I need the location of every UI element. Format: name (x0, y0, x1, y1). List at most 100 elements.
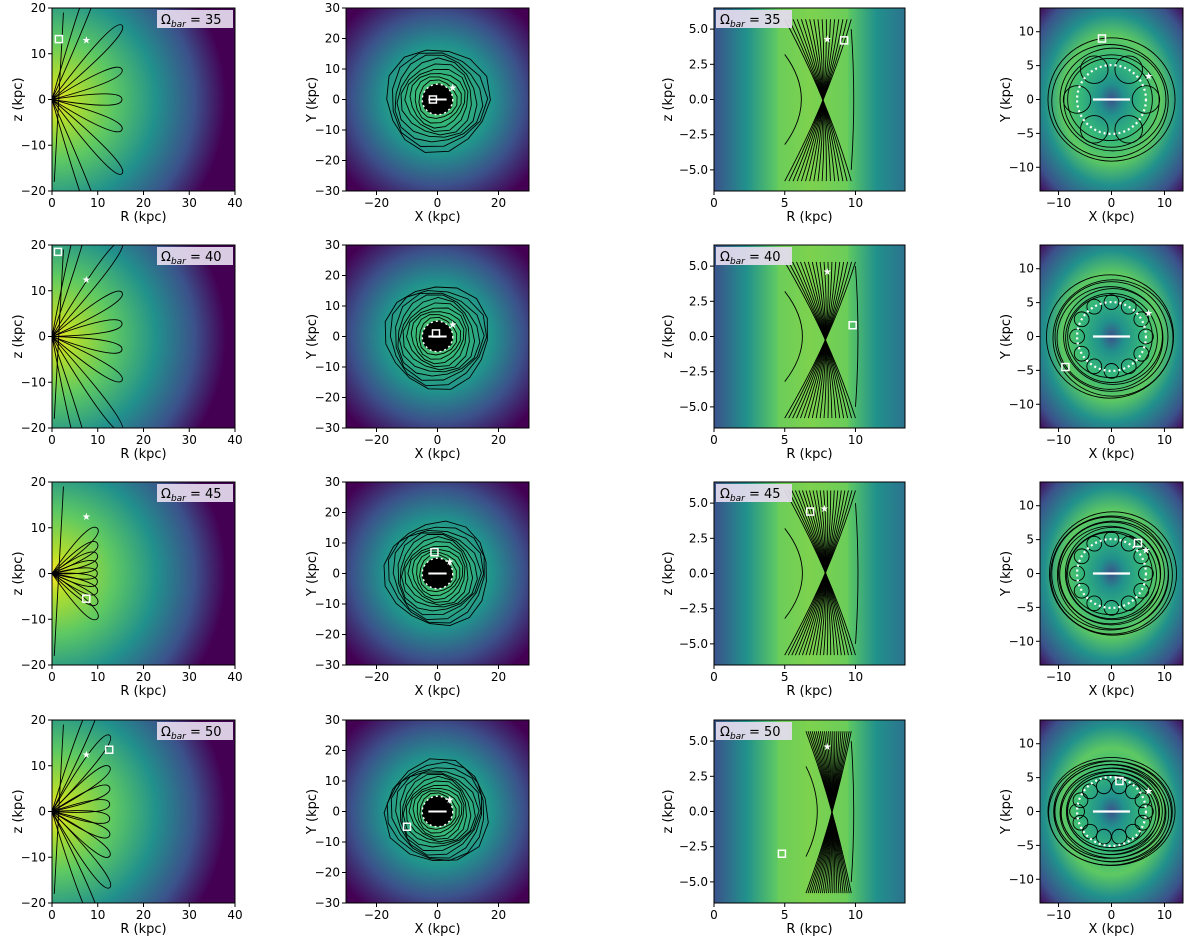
density-heatmap (714, 720, 905, 903)
x-tick-label: 0 (48, 433, 56, 447)
density-heatmap (52, 8, 235, 191)
omega-label: Ωbar = 40 (720, 250, 781, 267)
omega-symbol: Ω (161, 487, 171, 502)
end-marker-square (54, 34, 64, 44)
x-tick-label: 30 (182, 670, 197, 684)
x-axis-label: X (kpc) (1088, 684, 1134, 699)
y-tick-label: −10 (1009, 160, 1034, 174)
y-axis-label: z (kpc) (661, 789, 676, 833)
omega-label-box (716, 484, 792, 502)
y-tick-label: 0.0 (689, 805, 708, 819)
y-tick-label: 20 (31, 1, 46, 15)
start-marker-star: ★ (823, 34, 832, 45)
x-axis-label: X (kpc) (414, 922, 460, 937)
omega-symbol: Ω (720, 487, 730, 502)
y-tick-label: −5.0 (679, 163, 708, 177)
omega-value: = 35 (745, 13, 781, 28)
y-tick-label: −20 (21, 896, 46, 910)
orbit (386, 49, 491, 153)
start-marker-star: ★ (1144, 308, 1153, 319)
omega-value: = 40 (186, 250, 222, 265)
y-tick-label: 30 (325, 475, 340, 489)
end-marker-square (402, 822, 412, 831)
y-tick-label: −30 (315, 421, 340, 435)
plot-area: ★ (386, 49, 491, 153)
y-tick-label: 20 (325, 32, 340, 46)
y-tick-label: 30 (325, 1, 340, 15)
x-axis-label: R (kpc) (786, 684, 832, 699)
omega-symbol: Ω (161, 250, 171, 265)
y-tick-label: −10 (21, 375, 46, 389)
x-tick-label: 10 (1157, 196, 1172, 210)
x-axis-label: R (kpc) (786, 922, 832, 937)
y-tick-label: 2.5 (689, 57, 708, 71)
x-tick-label: 10 (90, 670, 105, 684)
x-tick-label: 0 (1108, 908, 1116, 922)
x-tick-label: 0 (1108, 433, 1116, 447)
y-tick-label: −5.0 (679, 400, 708, 414)
y-tick-label: 0 (332, 93, 340, 107)
y-tick-label: 10 (1019, 499, 1034, 513)
y-tick-label: 0 (332, 567, 340, 581)
y-tick-label: −2.5 (679, 602, 708, 616)
y-axis-label: z (kpc) (11, 789, 26, 833)
y-tick-label: 0 (38, 805, 46, 819)
x-tick-label: 40 (227, 433, 242, 447)
y-tick-label: −5 (1016, 838, 1034, 852)
omega-label: Ωbar = 35 (161, 13, 222, 30)
omega-label: Ωbar = 50 (720, 725, 781, 742)
omega-subscript: bar (730, 20, 746, 30)
x-axis-label: X (kpc) (414, 447, 460, 462)
omega-symbol: Ω (720, 725, 730, 740)
panel-face-on-50: ★ −20 0 20 −30 −20 −10 0 10 20 30 X (kpc) Y (kpc) (305, 713, 530, 937)
y-tick-label: 10 (31, 521, 46, 535)
omega-label-box (157, 247, 233, 265)
y-tick-label: 0 (38, 93, 46, 107)
omega-subscript: bar (171, 20, 187, 30)
y-tick-label: −10 (315, 597, 340, 611)
y-tick-label: 5 (1026, 59, 1034, 73)
y-tick-label: 20 (325, 744, 340, 758)
y-axis-label: z (kpc) (11, 551, 26, 595)
plot-area: ★ (1048, 511, 1178, 636)
x-tick-label: 20 (136, 196, 151, 210)
end-marker-square (805, 507, 815, 516)
y-tick-label: −10 (21, 850, 46, 864)
y-tick-label: 10 (1019, 262, 1034, 276)
omega-label-box (157, 484, 233, 502)
x-tick-label: 20 (491, 196, 506, 210)
y-tick-label: 10 (325, 62, 340, 76)
plot-area: ★ (52, 8, 124, 191)
panel-face-on-zoom-50: ★ −10 0 10 −10 −5 0 5 10 X (kpc) Y (kpc) (999, 719, 1184, 937)
y-axis-label: Y (kpc) (999, 77, 1014, 123)
omega-label: Ωbar = 40 (161, 250, 222, 267)
panel-face-on-35: ★ −20 0 20 −30 −20 −10 0 10 20 30 X (kpc) Y (kpc) (305, 1, 530, 225)
omega-value: = 40 (745, 250, 781, 265)
x-tick-label: −10 (1046, 433, 1071, 447)
orbit (52, 245, 124, 428)
x-tick-label: 30 (182, 908, 197, 922)
panel-meridional-zoom-35: ★ 0 5 10 −5.0 −2.5 0.0 2.5 5.0 R (kpc) z (kpc) Ωbar… (661, 7, 906, 225)
omega-label-box (157, 722, 233, 740)
panel-face-on-zoom-35: ★ −10 0 10 −10 −5 0 5 10 X (kpc) Y (kpc) (999, 7, 1184, 225)
density-heatmap (52, 720, 235, 903)
y-tick-label: −20 (315, 628, 340, 642)
x-tick-label: 0 (710, 908, 718, 922)
panel-face-on-zoom-40: ★ −10 0 10 −10 −5 0 5 10 X (kpc) Y (kpc) (999, 244, 1184, 462)
y-tick-label: 0 (1026, 93, 1034, 107)
orbit (784, 19, 855, 182)
plot-area: ★ (777, 8, 855, 191)
density-heatmap (52, 245, 235, 428)
y-axis-label: z (kpc) (11, 77, 26, 121)
x-tick-label: 10 (1157, 670, 1172, 684)
y-tick-label: −2.5 (679, 840, 708, 854)
corotation-circle (1075, 63, 1148, 136)
end-marker-square (53, 247, 63, 257)
y-tick-label: 5.0 (689, 22, 708, 36)
plot-area: ★ (52, 720, 114, 903)
omega-label: Ωbar = 45 (720, 487, 781, 504)
x-axis-label: R (kpc) (120, 447, 166, 462)
